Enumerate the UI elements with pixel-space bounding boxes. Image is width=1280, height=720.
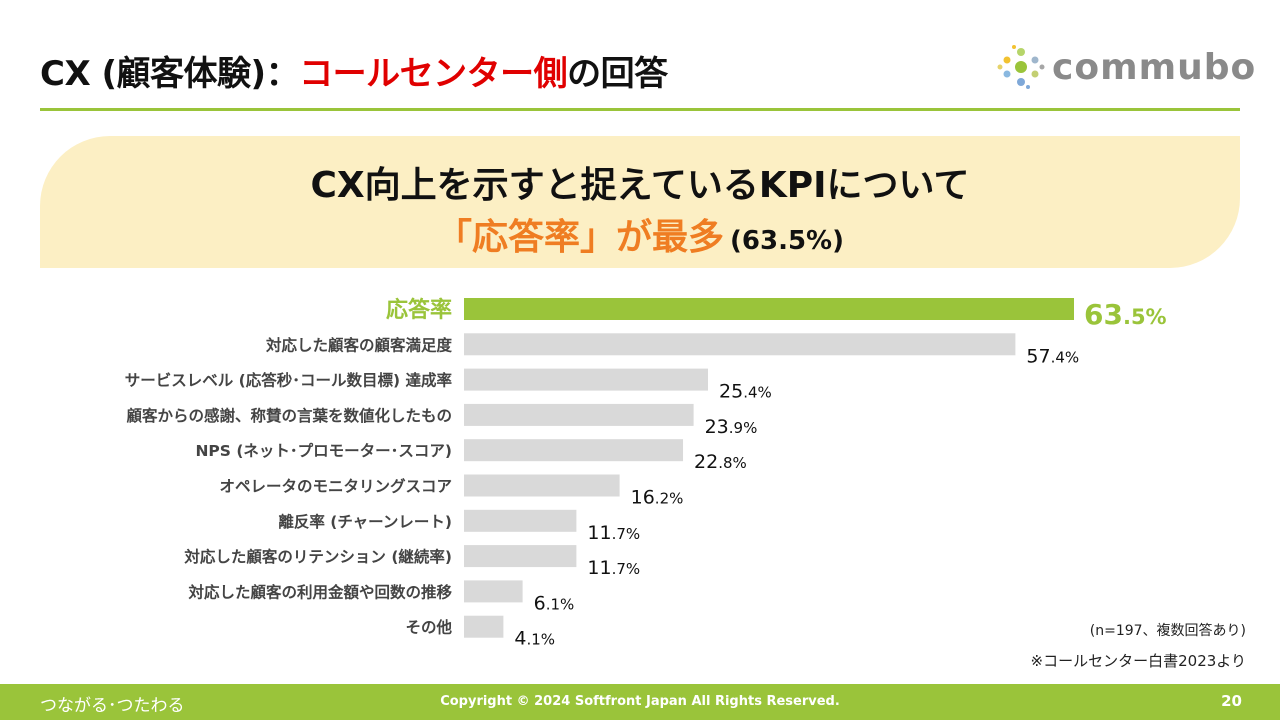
category-label: 応答率 <box>386 297 452 323</box>
title-prefix: CX (顧客体験)： <box>40 54 300 94</box>
footer-bar: つながる･つたわる Copyright © 2024 Softfront Jap… <box>0 684 1280 720</box>
category-label: 対応した顧客の顧客満足度 <box>265 335 453 354</box>
bar <box>464 474 620 497</box>
page-number: 20 <box>1221 692 1242 710</box>
title-suffix: の回答 <box>567 54 668 94</box>
commubo-logo: commubo <box>996 44 1256 90</box>
banner-value: (63.5%) <box>730 226 844 256</box>
category-label: 対応した顧客のリテンション (継続率) <box>183 547 452 566</box>
bar <box>464 333 1016 356</box>
header-divider <box>40 108 1240 111</box>
category-label: オペレータのモニタリングスコア <box>219 477 452 496</box>
bar <box>464 403 694 426</box>
footer-tagline: つながる･つたわる <box>40 696 185 716</box>
bar <box>464 580 523 603</box>
bar <box>464 368 708 391</box>
summary-banner: CX向上を示すと捉えているKPIについて 「応答率」が最多 (63.5%) <box>40 136 1240 268</box>
source-note: ※コールセンター白書2023より <box>1030 652 1246 670</box>
banner-subheading: 「応答率」が最多 (63.5%) <box>40 208 1240 260</box>
category-label: 顧客からの感謝、称賛の言葉を数値化したもの <box>126 406 452 425</box>
value-label: 23.9% <box>705 416 758 438</box>
logo-text: commubo <box>1052 46 1257 88</box>
bar <box>464 615 504 638</box>
bar <box>464 298 1074 320</box>
value-label: 16.2% <box>631 487 684 509</box>
logo-dots-icon <box>997 45 1045 89</box>
value-label: 22.8% <box>694 451 747 473</box>
category-label: 離反率 (チャーンレート) <box>278 512 452 531</box>
sample-note: (n=197、複数回答あり) <box>1089 623 1246 639</box>
category-label: サービスレベル (応答秒･コール数目標) 達成率 <box>125 371 453 390</box>
value-label: 4.1% <box>514 628 555 650</box>
page-title: CX (顧客体験)：コールセンター側の回答 <box>40 46 668 95</box>
bar <box>464 545 577 568</box>
bar <box>464 509 577 532</box>
value-label: 11.7% <box>587 522 640 544</box>
banner-highlight: 「応答率」が最多 <box>436 217 725 258</box>
category-label: その他 <box>405 618 452 637</box>
value-label: 6.1% <box>534 592 575 614</box>
title-highlight: コールセンター側 <box>299 54 568 94</box>
value-label: 25.4% <box>719 381 772 403</box>
category-label: 対応した顧客の利用金額や回数の推移 <box>187 582 452 601</box>
bar <box>464 439 684 462</box>
kpi-bar-chart: 応答率 63.5% 対応した顧客の顧客満足度 57.4% サービスレベル (応答秒･コー… <box>125 297 1167 650</box>
footer-copyright: Copyright © 2024 Softfront Japan All Rig… <box>440 694 840 709</box>
category-label: NPS (ネット･プロモーター･スコア) <box>195 441 452 460</box>
banner-heading: CX向上を示すと捉えているKPIについて <box>310 165 970 206</box>
value-label: 63.5% <box>1084 298 1167 331</box>
value-label: 57.4% <box>1026 345 1079 367</box>
value-label: 11.7% <box>587 557 640 579</box>
